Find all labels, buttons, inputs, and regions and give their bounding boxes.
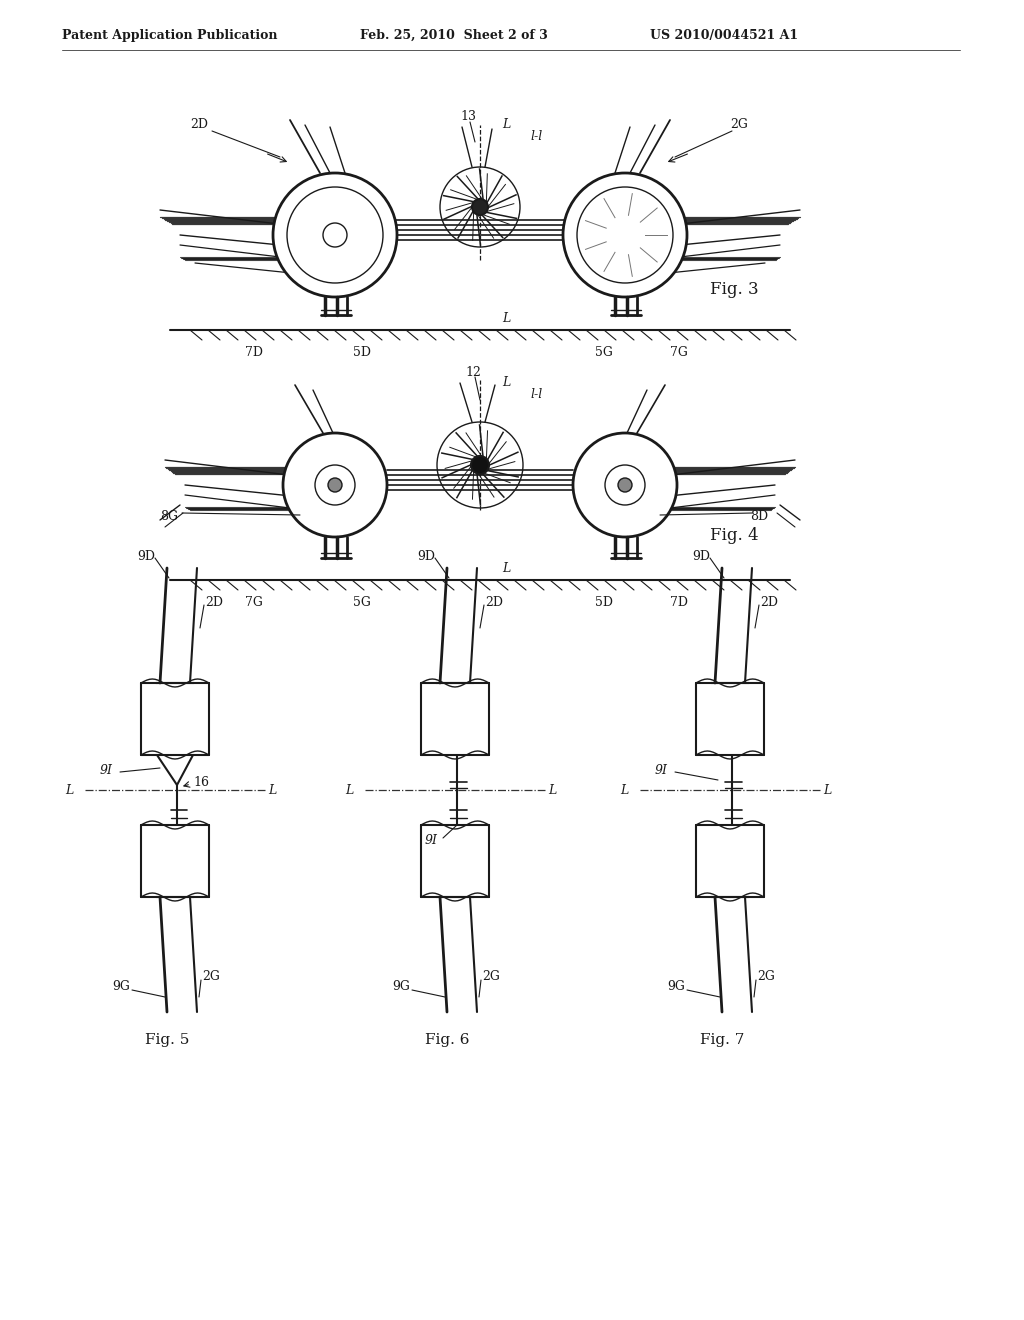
Text: 2D: 2D: [485, 597, 503, 610]
Text: 13: 13: [460, 111, 476, 124]
Text: 9I: 9I: [655, 763, 668, 776]
Text: L: L: [502, 119, 510, 132]
Text: Fig. 3: Fig. 3: [710, 281, 759, 298]
Circle shape: [273, 173, 397, 297]
Circle shape: [563, 173, 687, 297]
Text: L: L: [502, 312, 510, 325]
Text: 7D: 7D: [670, 595, 688, 609]
Text: Fig. 4: Fig. 4: [710, 527, 759, 544]
Circle shape: [573, 433, 677, 537]
Text: 9G: 9G: [392, 981, 410, 994]
Text: 8D: 8D: [750, 511, 768, 524]
Text: 5D: 5D: [353, 346, 371, 359]
Text: Fig. 5: Fig. 5: [145, 1034, 189, 1047]
Text: 5G: 5G: [595, 346, 613, 359]
Circle shape: [283, 433, 387, 537]
Text: L: L: [502, 376, 510, 389]
Text: 7G: 7G: [245, 595, 263, 609]
Text: 12: 12: [465, 367, 481, 380]
Text: 9G: 9G: [667, 981, 685, 994]
Circle shape: [618, 478, 632, 492]
Text: 16: 16: [193, 776, 209, 788]
Text: 2D: 2D: [190, 119, 208, 132]
Text: 5G: 5G: [353, 595, 371, 609]
Text: L: L: [65, 784, 74, 796]
Text: Feb. 25, 2010  Sheet 2 of 3: Feb. 25, 2010 Sheet 2 of 3: [360, 29, 548, 41]
Circle shape: [323, 223, 347, 247]
Text: L: L: [502, 561, 510, 574]
Text: Patent Application Publication: Patent Application Publication: [62, 29, 278, 41]
Text: 9I: 9I: [425, 833, 438, 846]
Text: L: L: [548, 784, 556, 796]
Text: 2G: 2G: [757, 970, 775, 983]
Circle shape: [328, 478, 342, 492]
Text: L: L: [268, 784, 276, 796]
Text: 2D: 2D: [760, 597, 778, 610]
Text: 9G: 9G: [112, 981, 130, 994]
Text: 9D: 9D: [692, 549, 710, 562]
Circle shape: [472, 199, 488, 215]
Text: 9D: 9D: [137, 549, 155, 562]
Text: L: L: [345, 784, 353, 796]
Circle shape: [471, 455, 489, 474]
Text: L: L: [620, 784, 629, 796]
Text: l-l: l-l: [530, 388, 543, 401]
Text: 2G: 2G: [482, 970, 500, 983]
Text: 2G: 2G: [730, 119, 748, 132]
Text: 7G: 7G: [670, 346, 688, 359]
Text: 7D: 7D: [245, 346, 263, 359]
Text: 5D: 5D: [595, 595, 613, 609]
Text: L: L: [823, 784, 831, 796]
Text: Fig. 7: Fig. 7: [700, 1034, 744, 1047]
Text: Fig. 6: Fig. 6: [425, 1034, 469, 1047]
Text: l-l: l-l: [530, 131, 543, 144]
Text: 8G: 8G: [160, 511, 178, 524]
Text: 9D: 9D: [417, 549, 435, 562]
Text: 2D: 2D: [205, 597, 223, 610]
Text: US 2010/0044521 A1: US 2010/0044521 A1: [650, 29, 798, 41]
Text: 9I: 9I: [100, 763, 113, 776]
Text: 2G: 2G: [202, 970, 220, 983]
